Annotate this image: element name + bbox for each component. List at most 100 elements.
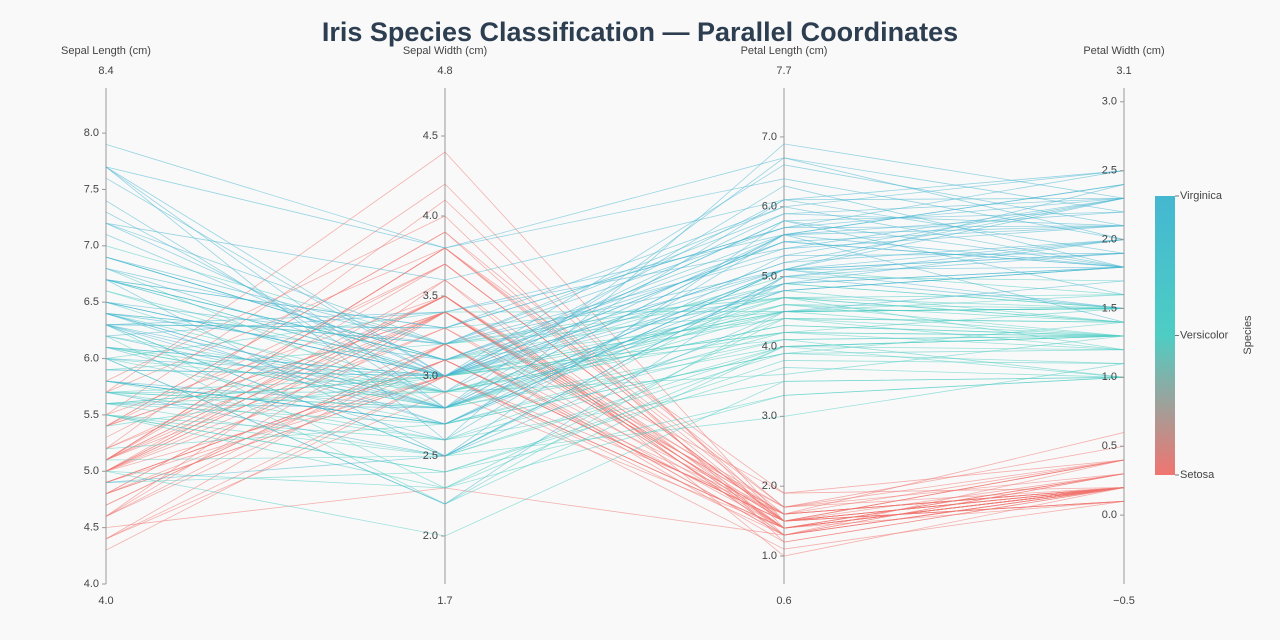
data-line	[105, 297, 1125, 409]
tick-label: 1.0	[762, 550, 777, 562]
axis-label: Sepal Width (cm)	[403, 45, 487, 57]
tick-label: 3.5	[423, 290, 438, 302]
range-min-label: 4.0	[98, 595, 113, 607]
tick-label: 5.5	[84, 409, 99, 421]
data-line	[105, 184, 1125, 361]
tick-label: 4.5	[423, 130, 438, 142]
colorbar-tick-label: Virginica	[1180, 190, 1223, 202]
tick-label: 0.0	[1102, 509, 1117, 521]
data-line	[105, 170, 1125, 329]
tick-label: 2.5	[423, 450, 438, 462]
axis-label: Sepal Length (cm)	[61, 45, 151, 57]
tick-label: 8.0	[84, 127, 99, 139]
chart-title: Iris Species Classification — Parallel C…	[322, 17, 958, 47]
range-min-label: −0.5	[1113, 595, 1135, 607]
data-line	[105, 252, 1125, 457]
data-line	[105, 199, 1125, 409]
data-line	[105, 241, 1125, 361]
tick-label: 7.0	[762, 131, 777, 143]
data-line	[105, 332, 1125, 393]
data-line	[105, 239, 1125, 409]
data-line	[105, 290, 1125, 377]
data-line	[105, 263, 1125, 522]
data-line	[105, 376, 1125, 441]
tick-label: 3.0	[762, 410, 777, 422]
data-line	[105, 164, 1125, 377]
tick-label: 4.5	[84, 522, 99, 534]
tick-label: 0.5	[1102, 440, 1117, 452]
data-line	[105, 473, 1125, 536]
tick-label: 5.0	[84, 465, 99, 477]
data-line	[105, 266, 1125, 377]
data-line	[105, 308, 1125, 427]
data-line	[105, 220, 1125, 377]
data-line	[105, 276, 1125, 505]
tick-label: 6.5	[84, 296, 99, 308]
tick-label: 7.5	[84, 183, 99, 195]
data-line	[105, 363, 1125, 461]
colorbar-title: Species	[1242, 315, 1254, 355]
data-line	[105, 375, 1125, 551]
tick-label: 3.0	[1102, 96, 1117, 108]
colorbar-tick-label: Versicolor	[1180, 329, 1229, 341]
tick-label: 1.0	[1102, 371, 1117, 383]
data-line	[105, 157, 1125, 249]
data-line	[105, 343, 1125, 540]
tick-label: 6.0	[762, 201, 777, 213]
tick-label: 2.0	[762, 480, 777, 492]
data-line	[105, 213, 1125, 377]
data-line	[105, 269, 1125, 409]
tick-label: 5.0	[762, 271, 777, 283]
data-line	[105, 335, 1125, 409]
data-line	[105, 239, 1125, 377]
data-line	[105, 247, 1125, 494]
tick-label: 1.5	[1102, 302, 1117, 314]
colorbar	[1155, 196, 1175, 475]
tick-label: 3.0	[423, 370, 438, 382]
tick-label: 2.0	[423, 530, 438, 542]
lines	[105, 143, 1125, 557]
range-min-label: 0.6	[776, 595, 791, 607]
data-line	[105, 346, 1125, 441]
tick-label: 4.0	[84, 578, 99, 590]
data-line	[105, 197, 1125, 361]
range-max-label: 7.7	[776, 65, 791, 77]
tick-label: 7.0	[84, 240, 99, 252]
data-line	[105, 197, 1125, 337]
data-line	[105, 353, 1125, 457]
data-line	[105, 247, 1125, 515]
tick-label: 4.0	[762, 340, 777, 352]
data-line	[105, 197, 1125, 345]
data-line	[105, 252, 1125, 425]
data-line	[105, 335, 1125, 405]
colorbar-tick-label: Setosa	[1180, 469, 1215, 481]
data-line	[105, 343, 1125, 543]
data-line	[105, 376, 1125, 489]
data-line	[105, 332, 1125, 393]
data-line	[105, 197, 1125, 345]
data-line	[105, 304, 1125, 377]
data-line	[105, 367, 1125, 473]
range-max-label: 8.4	[98, 65, 113, 77]
data-line	[105, 170, 1125, 329]
tick-label: 2.5	[1102, 165, 1117, 177]
tick-label: 6.0	[84, 352, 99, 364]
data-line	[105, 325, 1125, 393]
tick-label: 2.0	[1102, 233, 1117, 245]
data-line	[105, 318, 1125, 489]
range-max-label: 4.8	[437, 65, 452, 77]
data-line	[105, 280, 1125, 483]
data-line	[105, 220, 1125, 457]
data-line	[105, 266, 1125, 377]
data-line	[105, 375, 1125, 529]
range-min-label: 1.7	[437, 595, 452, 607]
axis-label: Petal Length (cm)	[741, 45, 828, 57]
tick-label: 4.0	[423, 210, 438, 222]
data-line	[105, 327, 1125, 529]
data-line	[105, 266, 1125, 377]
data-line	[105, 247, 1125, 508]
axis-label: Petal Width (cm)	[1083, 45, 1164, 57]
range-max-label: 3.1	[1116, 65, 1131, 77]
